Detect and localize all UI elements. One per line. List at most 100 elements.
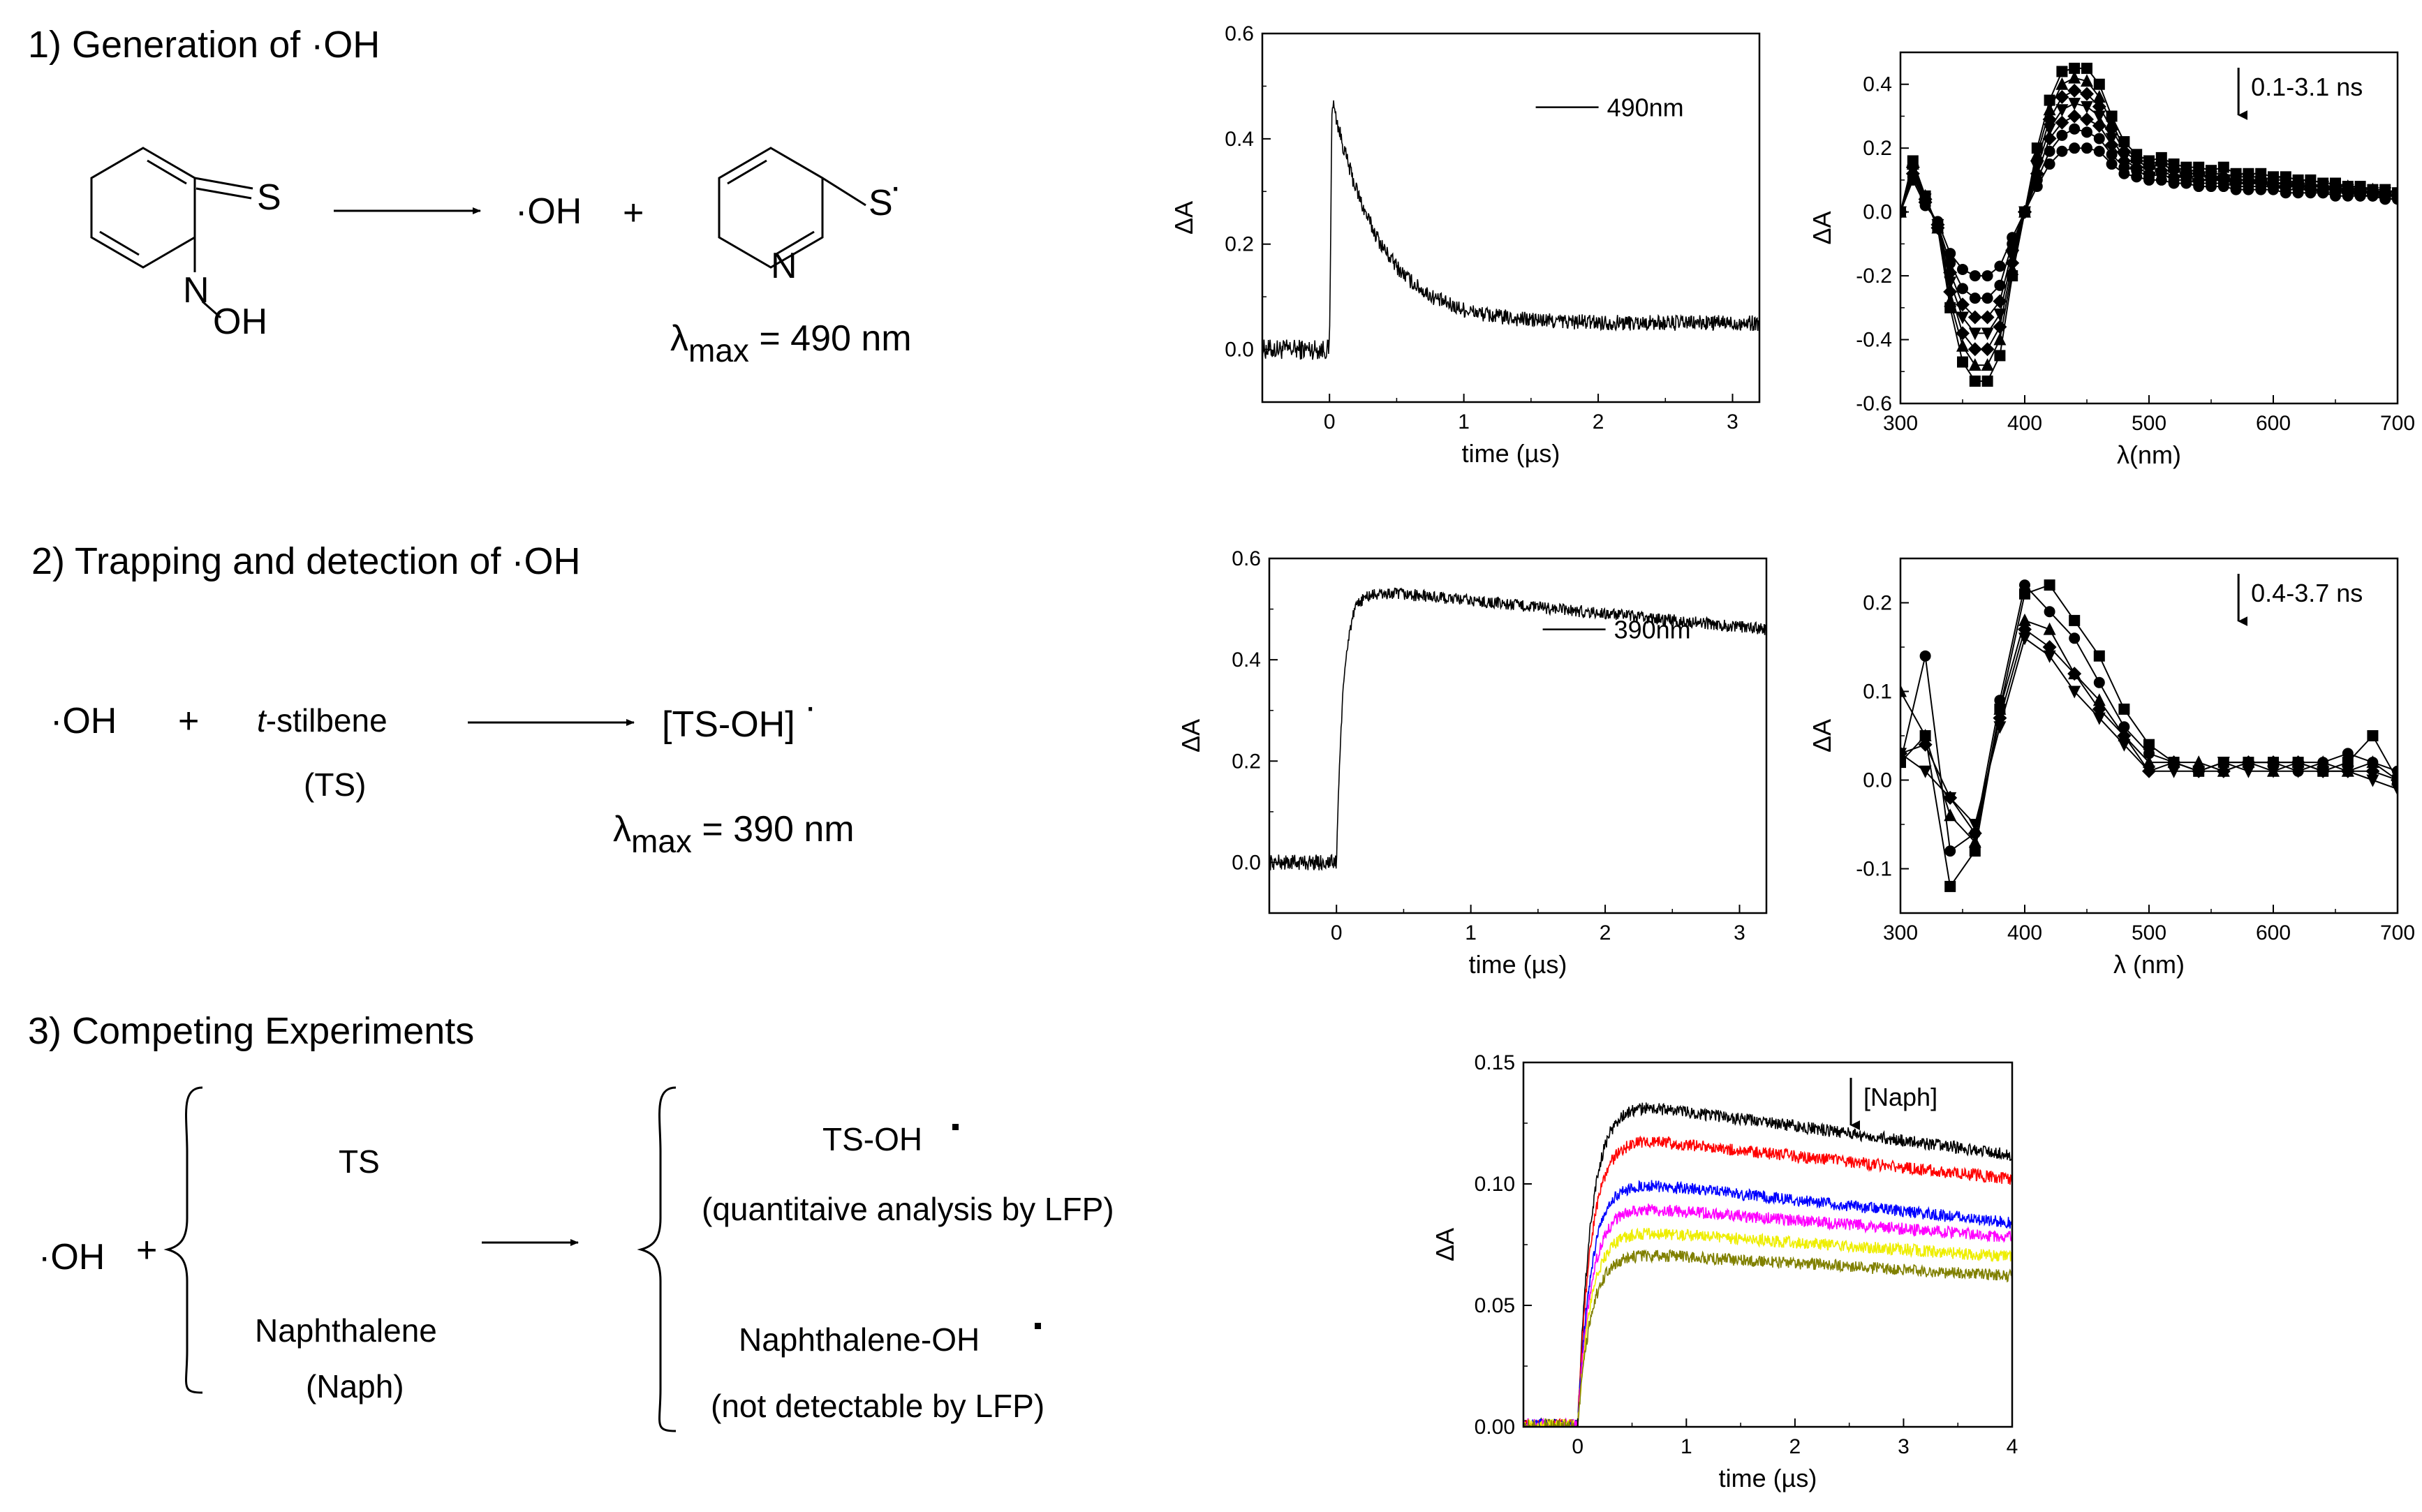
data-point — [1944, 845, 1956, 857]
x-axis-label: λ (nm) — [2113, 950, 2185, 979]
series-line-3 — [1900, 619, 2398, 844]
x-tick-label: 500 — [2132, 412, 2166, 435]
data-point — [1981, 270, 1993, 282]
y-axis-label: ΔA — [1169, 201, 1198, 235]
data-point — [2292, 187, 2304, 199]
y-tick-label: 0.4 — [1225, 128, 1254, 151]
series-trace-6 — [1523, 1249, 2012, 1427]
ts-oh-adduct: [TS-OH] — [662, 704, 795, 745]
left-brace — [163, 1086, 203, 1394]
t-stilbene-label: t-stilbene — [257, 702, 387, 739]
data-point — [1943, 284, 1958, 299]
data-point — [2007, 232, 2018, 244]
data-point — [2067, 109, 2082, 124]
data-point — [1993, 320, 2007, 334]
plus-3: + — [136, 1230, 157, 1270]
data-point — [2180, 177, 2192, 189]
y-axis-label: ΔA — [1176, 719, 1205, 753]
product-ts-oh: TS-OH — [822, 1121, 922, 1157]
thiyl-s-label: S — [869, 183, 893, 223]
product-naphthalene-oh: Naphthalene-OH — [739, 1321, 980, 1358]
x-tick-label: 3 — [1727, 410, 1738, 433]
data-point — [1981, 375, 1993, 387]
data-point — [2019, 206, 2030, 218]
y-tick-label: 0.6 — [1232, 547, 1261, 570]
x-tick-label: 1 — [1681, 1435, 1692, 1458]
x-tick-label: 2 — [1789, 1435, 1801, 1458]
data-point — [2069, 62, 2081, 74]
data-point — [2392, 765, 2398, 777]
data-point — [1969, 375, 1981, 387]
data-point — [1967, 826, 1982, 840]
data-point — [2143, 739, 2155, 750]
data-point — [2080, 112, 2094, 127]
legend-label: 490nm — [1607, 94, 1684, 122]
data-point — [2255, 184, 2267, 195]
plot-area — [1900, 579, 2398, 892]
data-point — [2093, 133, 2105, 144]
y-tick-label: -0.4 — [1856, 329, 1892, 352]
data-point — [2118, 168, 2130, 179]
data-point — [2043, 103, 2056, 116]
data-point — [2342, 748, 2354, 759]
hydroxyl-radical-2: ·OH — [50, 701, 117, 741]
data-point — [2391, 783, 2398, 796]
chart-transient-spectra-2: 300 400 500 600 700 -0.1 0.0 0.1 0.2 λ (nm) ΔA 0.4-… — [1808, 557, 2415, 979]
data-point — [1956, 311, 1969, 325]
data-point — [2081, 74, 2093, 87]
data-point — [2379, 193, 2391, 205]
plot-area — [1262, 100, 1759, 360]
y-tick-label: 0.2 — [1232, 750, 1261, 773]
data-point — [2092, 712, 2106, 725]
data-point — [1918, 737, 1933, 752]
section-3-title: 3) Competing Experiments — [28, 1010, 474, 1052]
x-tick-label: 500 — [2132, 921, 2166, 944]
data-point — [1932, 216, 1944, 228]
data-point — [2081, 62, 2092, 74]
lambda-max-390: λmax = 390 nm — [613, 809, 855, 859]
data-point — [2092, 110, 2106, 124]
data-point — [1968, 327, 1981, 341]
data-point — [2267, 765, 2280, 778]
series-trace-5 — [1523, 1227, 2012, 1427]
hydroxyl-radical-3: ·OH — [38, 1237, 105, 1277]
data-point — [2143, 765, 2155, 778]
plot-frame — [1261, 32, 1761, 403]
data-point — [2042, 131, 2057, 146]
data-point — [2068, 71, 2081, 84]
data-point — [2055, 104, 2069, 117]
data-point — [2268, 184, 2279, 195]
x-tick-label: 2 — [1593, 410, 1604, 433]
series-line-5 — [1900, 637, 2398, 827]
annotation-label: 0.4-3.7 ns — [2251, 579, 2363, 607]
x-tick-label: 4 — [2007, 1435, 2018, 1458]
lambda-max-490: λmax = 490 nm — [670, 318, 912, 369]
data-point — [2081, 142, 2092, 154]
n-oh-label: OH — [213, 302, 267, 342]
data-point — [2044, 158, 2055, 170]
data-point — [2366, 755, 2379, 769]
data-point — [2081, 126, 2092, 138]
reactant-ts: TS — [339, 1143, 380, 1180]
right-brace — [637, 1086, 677, 1432]
x-tick-label: 400 — [2007, 921, 2042, 944]
data-point — [1967, 342, 1982, 357]
data-point — [2092, 90, 2106, 103]
data-point — [1956, 326, 1970, 341]
scheme-3: ·OH + TS Naphthalene (Naph) TS-OH (quant… — [38, 1086, 1114, 1432]
data-point — [1967, 310, 1982, 325]
ts-abbreviation: (TS) — [304, 766, 366, 803]
data-point — [1968, 358, 1981, 371]
y-tick-label: -0.2 — [1856, 265, 1892, 288]
data-point — [2330, 190, 2341, 202]
data-point — [2055, 115, 2069, 130]
data-point — [1969, 292, 1981, 304]
data-point — [2044, 145, 2055, 157]
plot-area — [1523, 1102, 2012, 1427]
series-trace-4 — [1523, 1203, 2012, 1427]
data-point — [2044, 606, 2055, 618]
data-point — [2055, 90, 2069, 105]
y-tick-label: 0.2 — [1863, 137, 1892, 160]
data-point — [2392, 193, 2398, 205]
